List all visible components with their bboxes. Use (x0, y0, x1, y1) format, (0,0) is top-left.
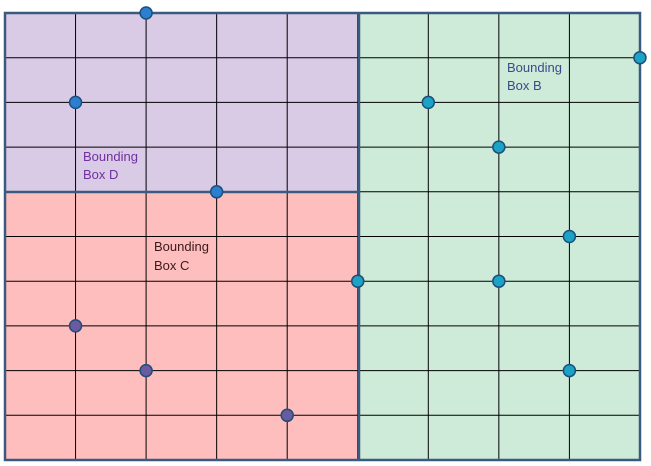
data-point-d (68, 95, 83, 110)
data-point-b (562, 229, 577, 244)
data-point-c (280, 408, 294, 423)
box-b-label: Bounding Box B (507, 60, 566, 93)
data-point-b (633, 50, 647, 65)
data-point-c (139, 363, 153, 378)
data-point-d (209, 185, 224, 199)
box-b-label-line2: Box B (507, 78, 542, 93)
data-point-b (421, 95, 436, 110)
data-point-c (68, 319, 83, 333)
box-c-label: Bounding Box C (154, 239, 213, 273)
box-b-label-line1: Bounding (507, 60, 562, 75)
points-layer (68, 6, 647, 423)
data-point-b (492, 140, 506, 154)
data-point-b (351, 274, 365, 288)
box-d-label-line2: Box D (83, 167, 118, 182)
outer-border (3, 11, 642, 462)
box-d-label-line1: Bounding (83, 149, 138, 164)
box-d-label: Bounding Box D (83, 149, 142, 182)
data-point-b (492, 274, 506, 288)
data-point-b (562, 363, 577, 378)
data-point-d (139, 6, 153, 20)
box-c-label-line2: Box C (154, 258, 189, 273)
box-borders (3, 11, 642, 462)
box-c-label-line1: Bounding (154, 239, 209, 254)
